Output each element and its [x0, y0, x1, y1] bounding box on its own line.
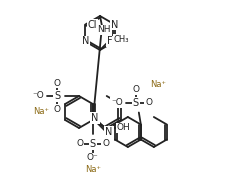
Text: OH: OH: [117, 124, 131, 133]
Text: O: O: [145, 98, 152, 107]
Text: N: N: [105, 127, 113, 137]
Text: S: S: [133, 98, 139, 107]
Text: O: O: [76, 139, 83, 148]
Text: N: N: [82, 36, 89, 47]
Text: N: N: [111, 20, 118, 29]
Text: N: N: [91, 113, 99, 123]
Text: O: O: [54, 79, 60, 87]
Text: Na⁺: Na⁺: [85, 165, 101, 173]
Text: ⁻O: ⁻O: [32, 92, 44, 100]
Text: CH₃: CH₃: [114, 35, 129, 43]
Text: O: O: [54, 105, 60, 113]
Text: F: F: [107, 36, 113, 47]
Text: NH: NH: [97, 25, 111, 35]
Text: O⁻: O⁻: [87, 153, 99, 163]
Text: Cl: Cl: [87, 20, 97, 29]
Text: S: S: [54, 91, 60, 101]
Text: O: O: [102, 139, 109, 148]
Text: ⁻O: ⁻O: [111, 98, 123, 107]
Text: O: O: [132, 85, 139, 94]
Text: Na⁺: Na⁺: [33, 107, 49, 117]
Text: Na⁺: Na⁺: [150, 80, 166, 89]
Text: S: S: [90, 139, 96, 149]
